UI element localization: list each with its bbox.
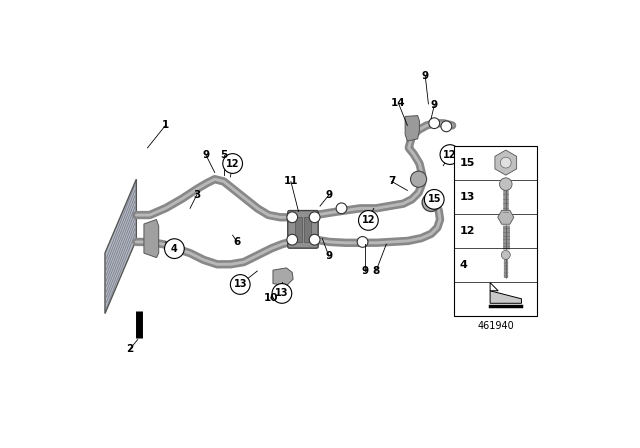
Text: 7: 7 bbox=[388, 177, 396, 186]
Circle shape bbox=[501, 250, 510, 259]
Text: 4: 4 bbox=[460, 260, 468, 270]
Polygon shape bbox=[273, 268, 293, 286]
Text: 1: 1 bbox=[162, 121, 169, 130]
Text: 6: 6 bbox=[234, 237, 241, 247]
Text: 9: 9 bbox=[431, 100, 438, 110]
Circle shape bbox=[429, 118, 440, 129]
Circle shape bbox=[230, 275, 250, 294]
Text: 13: 13 bbox=[275, 289, 289, 298]
Circle shape bbox=[500, 157, 511, 168]
Polygon shape bbox=[144, 220, 159, 258]
Circle shape bbox=[410, 171, 427, 187]
Circle shape bbox=[358, 211, 378, 230]
Circle shape bbox=[309, 234, 320, 245]
Text: 12: 12 bbox=[226, 159, 239, 168]
Text: 4: 4 bbox=[171, 244, 178, 254]
Text: 9: 9 bbox=[422, 71, 429, 81]
Polygon shape bbox=[490, 291, 522, 303]
Text: 12: 12 bbox=[460, 226, 476, 236]
Text: 13: 13 bbox=[460, 192, 475, 202]
Text: 12: 12 bbox=[443, 150, 457, 159]
Bar bbox=[295, 217, 302, 242]
Text: 9: 9 bbox=[202, 150, 209, 159]
Text: 13: 13 bbox=[234, 280, 247, 289]
Text: 14: 14 bbox=[391, 98, 406, 108]
Text: 12: 12 bbox=[362, 215, 375, 225]
Polygon shape bbox=[405, 116, 419, 141]
Circle shape bbox=[309, 212, 320, 223]
Text: 8: 8 bbox=[372, 266, 380, 276]
Polygon shape bbox=[495, 150, 516, 175]
Circle shape bbox=[357, 237, 368, 247]
Circle shape bbox=[422, 194, 440, 211]
Text: 2: 2 bbox=[126, 345, 133, 354]
Text: 9: 9 bbox=[325, 190, 333, 200]
Text: 15: 15 bbox=[428, 194, 441, 204]
Circle shape bbox=[287, 212, 298, 223]
FancyBboxPatch shape bbox=[288, 211, 318, 248]
Circle shape bbox=[287, 234, 298, 245]
Circle shape bbox=[272, 284, 292, 303]
Text: 461940: 461940 bbox=[477, 321, 514, 331]
Bar bbox=[454, 146, 538, 316]
Text: 10: 10 bbox=[264, 293, 278, 303]
Circle shape bbox=[499, 178, 512, 190]
Circle shape bbox=[440, 145, 460, 164]
Polygon shape bbox=[105, 179, 136, 314]
Text: 9: 9 bbox=[361, 266, 369, 276]
Text: 3: 3 bbox=[193, 190, 200, 200]
Bar bbox=[304, 217, 311, 242]
Text: 11: 11 bbox=[284, 177, 298, 186]
Text: 15: 15 bbox=[460, 158, 475, 168]
Circle shape bbox=[223, 154, 243, 173]
Text: 9: 9 bbox=[325, 251, 333, 261]
Circle shape bbox=[336, 203, 347, 214]
Circle shape bbox=[424, 190, 444, 209]
Text: 5: 5 bbox=[220, 150, 227, 159]
Polygon shape bbox=[498, 210, 514, 224]
Polygon shape bbox=[490, 283, 498, 291]
Circle shape bbox=[164, 239, 184, 258]
Circle shape bbox=[441, 121, 452, 132]
Circle shape bbox=[427, 198, 436, 207]
